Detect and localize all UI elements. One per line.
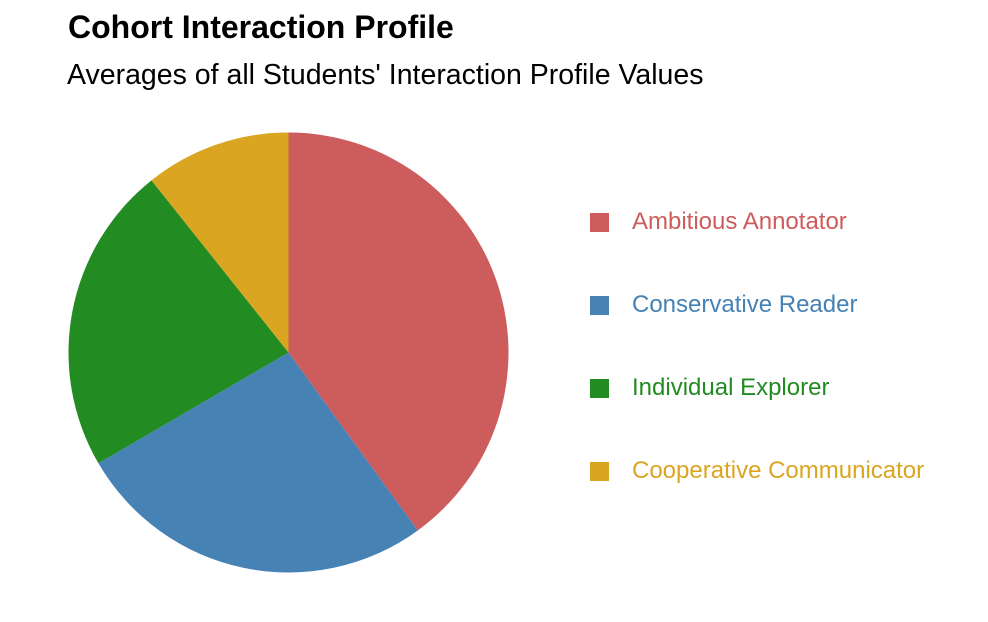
- legend-label-ambitious-annotator: Ambitious Annotator: [632, 208, 847, 235]
- legend-swatch-conservative-reader: [590, 295, 609, 315]
- legend-label-individual-explorer: Individual Explorer: [632, 374, 830, 401]
- legend-swatch-cooperative-communicator: [590, 461, 609, 481]
- pie-chart: [68, 132, 509, 573]
- chart-title: Cohort Interaction Profile: [68, 9, 454, 45]
- legend-item-conservative-reader[interactable]: Conservative Reader: [590, 293, 924, 317]
- pie-slice-cooperative-communicator[interactable]: [151, 132, 289, 353]
- pie-slice-individual-explorer[interactable]: [68, 180, 289, 464]
- legend-item-ambitious-annotator[interactable]: Ambitious Annotator: [590, 210, 924, 234]
- legend-label-conservative-reader: Conservative Reader: [632, 291, 858, 318]
- legend-label-cooperative-communicator: Cooperative Communicator: [632, 457, 925, 484]
- chart-subtitle: Averages of all Students' Interaction Pr…: [67, 59, 704, 91]
- pie-slice-ambitious-annotator[interactable]: [288, 132, 509, 531]
- legend: Ambitious Annotator Conservative Reader In…: [590, 210, 924, 483]
- legend-item-cooperative-communicator[interactable]: Cooperative Communicator: [590, 459, 924, 483]
- pie-slice-conservative-reader[interactable]: [98, 352, 418, 573]
- legend-item-individual-explorer[interactable]: Individual Explorer: [590, 376, 924, 400]
- legend-swatch-individual-explorer: [590, 378, 609, 398]
- legend-swatch-ambitious-annotator: [590, 212, 609, 232]
